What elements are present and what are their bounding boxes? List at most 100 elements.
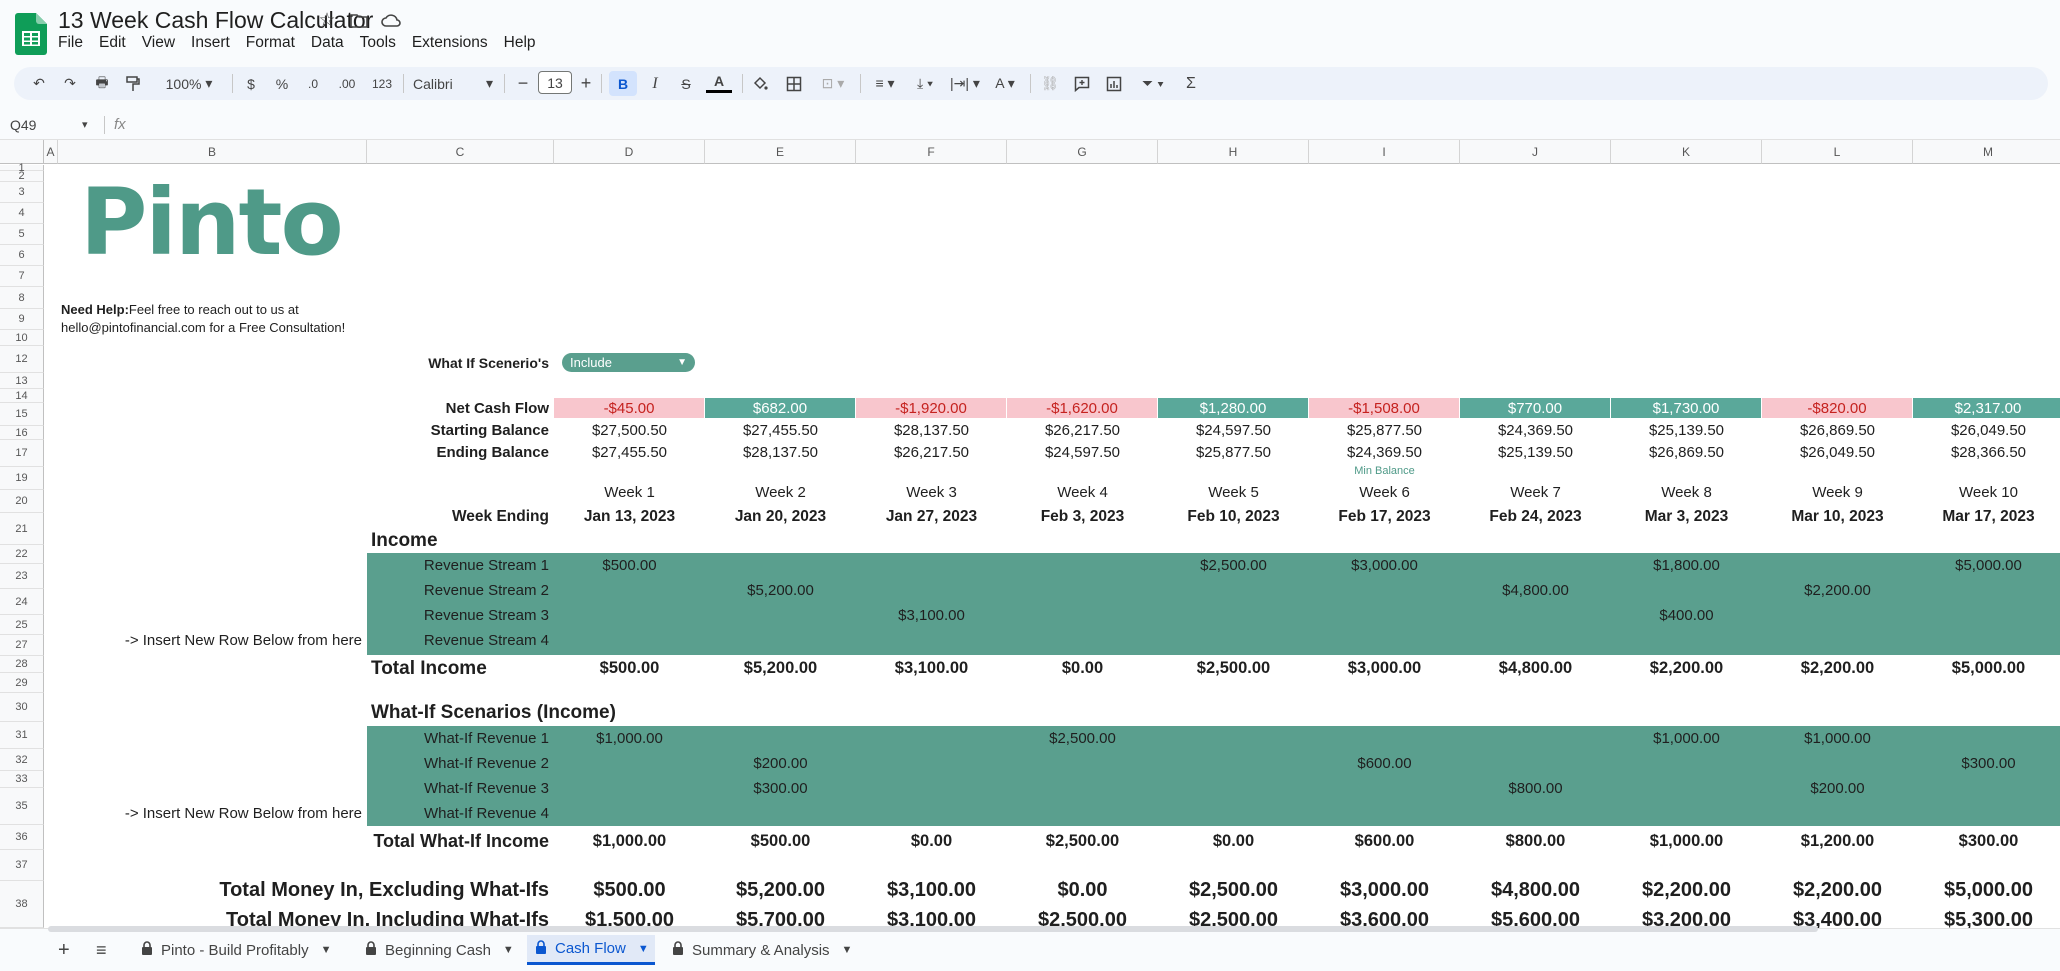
row-header-6[interactable]: 6	[0, 245, 44, 266]
spreadsheet-grid[interactable]: A B C D E F G H I J K L M 1 2 3 4 5 6 7 8 9 10 12 13 14 15 16 17 19 20…	[0, 140, 2060, 928]
column-header-l[interactable]: L	[1762, 140, 1913, 164]
select-all-corner[interactable]	[0, 140, 44, 164]
paint-format-icon[interactable]	[121, 71, 145, 96]
text-wrapping-icon[interactable]: |⇥| ▾	[950, 75, 980, 91]
row-header-38[interactable]: 38	[0, 881, 44, 928]
column-header-e[interactable]: E	[705, 140, 856, 164]
row-header-14[interactable]: 14	[0, 389, 44, 403]
row-header-21[interactable]: 21	[0, 513, 44, 545]
borders-icon[interactable]	[782, 71, 806, 96]
menu-view[interactable]: View	[141, 34, 176, 51]
increase-font-size-icon[interactable]: +	[580, 73, 592, 93]
sheet-tab-beginning-cash[interactable]: Beginning Cash ▼	[357, 935, 519, 965]
insert-link-icon[interactable]: ⛓	[1041, 75, 1059, 91]
caret-down-icon[interactable]: ▼	[841, 944, 853, 956]
text-rotation-icon[interactable]: A ▾	[995, 75, 1015, 91]
row-header-7[interactable]: 7	[0, 266, 44, 287]
row-header-32[interactable]: 32	[0, 749, 44, 771]
functions-icon[interactable]: Σ	[1186, 74, 1196, 92]
insert-comment-icon[interactable]	[1070, 71, 1094, 96]
menu-help[interactable]: Help	[503, 34, 536, 51]
menu-edit[interactable]: Edit	[98, 34, 126, 51]
bold-button[interactable]: B	[609, 71, 637, 96]
italic-button[interactable]: I	[652, 74, 658, 92]
column-header-c[interactable]: C	[367, 140, 554, 164]
strikethrough-button[interactable]: S	[681, 75, 691, 92]
horizontal-scrollbar[interactable]	[48, 926, 1818, 932]
sheet-tab-summary-analysis[interactable]: Summary & Analysis ▼	[664, 935, 864, 965]
vertical-align-icon[interactable]: ⤓ ▾	[917, 75, 933, 91]
row-header-28[interactable]: 28	[0, 656, 44, 673]
column-header-h[interactable]: H	[1158, 140, 1309, 164]
row-header-29[interactable]: 29	[0, 673, 44, 693]
row-header-13[interactable]: 13	[0, 373, 44, 389]
print-icon[interactable]: 🖶	[95, 73, 109, 90]
row-header-4[interactable]: 4	[0, 203, 44, 224]
row-header-3[interactable]: 3	[0, 182, 44, 203]
row-header-12[interactable]: 12	[0, 346, 44, 373]
add-sheet-icon[interactable]: +	[58, 938, 70, 961]
currency-format-button[interactable]: $	[247, 75, 255, 92]
formula-input[interactable]	[140, 113, 2040, 136]
row-header-10[interactable]: 10	[0, 330, 44, 346]
row-header-5[interactable]: 5	[0, 224, 44, 245]
sheets-logo-icon[interactable]	[15, 13, 47, 55]
row-header-37[interactable]: 37	[0, 850, 44, 881]
font-family-select[interactable]: Calibri ▾	[413, 75, 493, 92]
row-header-17[interactable]: 17	[0, 440, 44, 467]
column-header-g[interactable]: G	[1007, 140, 1158, 164]
percent-format-button[interactable]: %	[275, 75, 289, 92]
row-header-24[interactable]: 24	[0, 589, 44, 615]
column-header-j[interactable]: J	[1460, 140, 1611, 164]
row-header-27[interactable]: 27	[0, 635, 44, 656]
row-header-33[interactable]: 33	[0, 771, 44, 788]
row-header-23[interactable]: 23	[0, 564, 44, 589]
increase-decimal-button[interactable]: .00	[338, 76, 356, 91]
sheet-tab-pinto-build-profitably[interactable]: Pinto - Build Profitably ▼	[133, 935, 348, 965]
undo-icon[interactable]: ↶	[33, 75, 45, 91]
menu-data[interactable]: Data	[310, 34, 344, 51]
sheet-tab-cash-flow[interactable]: Cash Flow ▼	[527, 935, 655, 965]
more-formats-button[interactable]: 123	[371, 76, 393, 91]
menu-file[interactable]: File	[58, 34, 83, 51]
all-sheets-icon[interactable]: ≡	[96, 939, 107, 960]
row-header-20[interactable]: 20	[0, 490, 44, 513]
row-header-1[interactable]: 1	[0, 162, 44, 174]
zoom-select[interactable]: 100% ▾	[165, 75, 213, 92]
menu-extensions[interactable]: Extensions	[411, 34, 488, 51]
font-size-input[interactable]: 13	[538, 71, 572, 94]
row-header-25[interactable]: 25	[0, 615, 44, 635]
fill-color-icon[interactable]	[748, 71, 772, 96]
column-header-f[interactable]: F	[856, 140, 1007, 164]
help-email-line[interactable]: hello@pintofinancial.com for a Free Cons…	[61, 319, 346, 335]
row-header-31[interactable]: 31	[0, 722, 44, 749]
redo-icon[interactable]: ↷	[64, 75, 76, 91]
column-header-i[interactable]: I	[1309, 140, 1460, 164]
star-icon[interactable]: ☆	[318, 9, 336, 31]
whatif-dropdown[interactable]: Include ▼	[562, 353, 695, 372]
row-header-9[interactable]: 9	[0, 309, 44, 330]
row-header-35[interactable]: 35	[0, 788, 44, 825]
row-header-15[interactable]: 15	[0, 403, 44, 426]
move-folder-icon[interactable]	[347, 8, 371, 32]
cloud-saved-icon[interactable]	[379, 8, 403, 32]
name-box[interactable]: Q49 ▾	[10, 116, 88, 133]
document-title[interactable]: 13 Week Cash Flow Calculator	[58, 7, 374, 33]
column-header-d[interactable]: D	[554, 140, 705, 164]
caret-down-icon[interactable]: ▼	[502, 944, 514, 956]
horizontal-align-icon[interactable]: ≡ ▾	[875, 75, 895, 91]
row-header-2[interactable]: 2	[0, 170, 44, 182]
row-header-16[interactable]: 16	[0, 426, 44, 440]
decrease-decimal-button[interactable]: .0	[307, 76, 318, 91]
column-header-m[interactable]: M	[1913, 140, 2060, 164]
filter-icon[interactable]: ⏷ ▾	[1142, 75, 1164, 91]
row-header-30[interactable]: 30	[0, 693, 44, 722]
row-header-22[interactable]: 22	[0, 545, 44, 564]
menu-insert[interactable]: Insert	[191, 34, 230, 51]
column-header-a[interactable]: A	[44, 140, 58, 164]
row-header-36[interactable]: 36	[0, 825, 44, 850]
menu-format[interactable]: Format	[245, 34, 295, 51]
row-header-8[interactable]: 8	[0, 287, 44, 309]
merge-cells-icon[interactable]: ⊡ ▾	[821, 75, 845, 91]
menu-tools[interactable]: Tools	[359, 34, 396, 51]
